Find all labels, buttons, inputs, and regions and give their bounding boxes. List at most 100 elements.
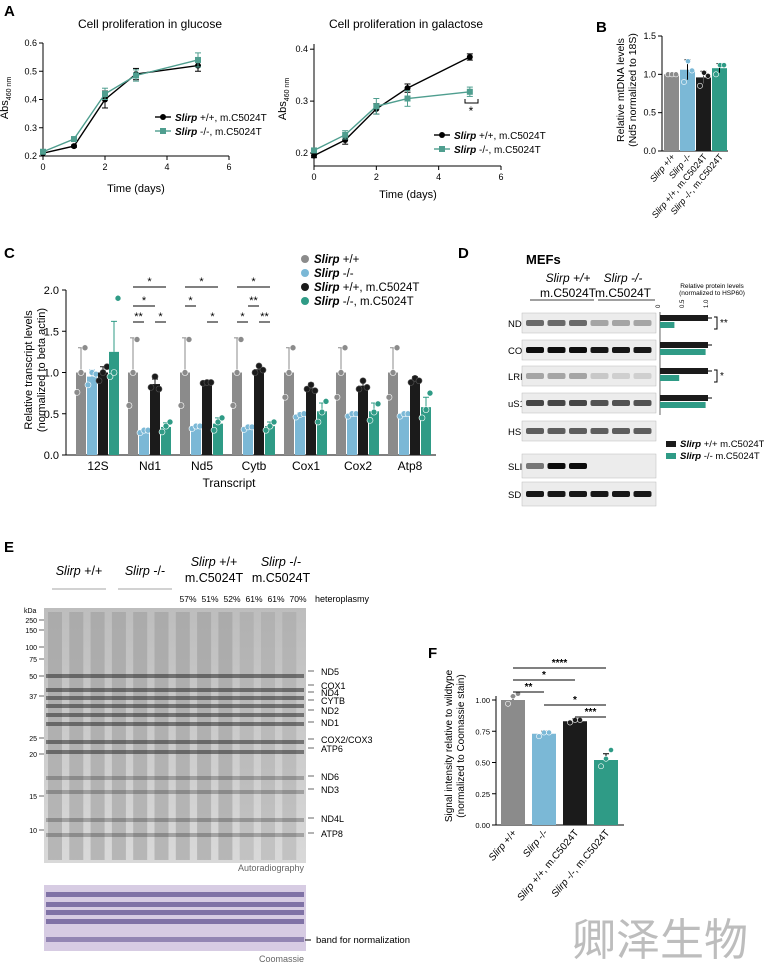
data-point (466, 53, 473, 60)
y-tick-label: 0.2 (24, 151, 37, 161)
band-LRPPRC-1 (547, 373, 566, 379)
bar-Atp8-3 (421, 407, 431, 455)
y-tick-label: 0.0 (643, 146, 656, 156)
bar-COX2-1 (660, 349, 706, 355)
data-point (266, 422, 274, 430)
band-label-ND5: ND5 (321, 667, 339, 677)
legend-label: Slirp -/-, m.C5024T (314, 296, 414, 308)
group2-mut: m.C5024T (595, 286, 652, 300)
band-SLIRP-0 (526, 463, 544, 469)
y-tick-label: 0.3 (24, 123, 37, 133)
legend-marker (666, 441, 676, 447)
data-point (133, 72, 139, 79)
group2-label: Slirp -/- (604, 271, 643, 285)
data-point (311, 387, 319, 394)
band-label-CYTB: CYTB (321, 696, 345, 706)
x-tick-label: 0 (40, 162, 45, 172)
bar-Cox1-2 (306, 388, 316, 455)
y-tick-label: 1.5 (44, 326, 59, 338)
legend-label: Slirp -/-, m.C5024T (175, 127, 262, 138)
glucose-ylabel: Abs460 nm (0, 77, 13, 119)
data-point (133, 336, 141, 343)
sig-label: * (251, 276, 256, 288)
series-1 (311, 86, 473, 154)
band-SDHA-5 (633, 491, 652, 497)
series-line (313, 56, 471, 157)
y-tick-label: 0.6 (24, 38, 37, 48)
bar-Nd5-1 (191, 426, 201, 455)
data-point (270, 418, 278, 426)
band-SDHA-1 (547, 491, 566, 497)
sig-label: ** (720, 318, 728, 329)
y-tick-label: 1.5 (643, 31, 656, 41)
data-point (210, 426, 218, 434)
data-point (307, 381, 315, 389)
x-tick-label: 2 (374, 172, 379, 182)
bar-Cox1-0 (284, 372, 294, 455)
data-point (370, 408, 378, 416)
heteroplasmy-3: 61% (245, 594, 262, 604)
gel-group-mut-2: m.C5024T (185, 571, 244, 585)
data-point (106, 373, 114, 380)
bar-1 (680, 69, 695, 151)
x-tick-label: Cox2 (344, 459, 372, 473)
bar-3 (594, 760, 618, 825)
data-point (251, 369, 259, 376)
x-tick-label: 0 (656, 304, 662, 308)
legend-label: Slirp +/+, m.C5024T (314, 282, 419, 294)
bar-NDUFA9-1 (660, 322, 675, 328)
ladder-label-15: 15 (29, 794, 37, 801)
coomassie-gel (44, 885, 306, 951)
band-NDUFA9-1 (547, 320, 566, 326)
galactose-legend: Slirp +/+, m.C5024T Slirp -/-, m.C5024T (434, 131, 546, 156)
data-point (237, 336, 245, 343)
gel-band-row-8 (46, 776, 304, 780)
sig-label: ** (134, 311, 143, 323)
galactose-axes: 0 2 4 6 0.2 0.3 0.4 (295, 44, 504, 182)
transcript-legend: Slirp +/+ Slirp -/- Slirp +/+, m.C5024T Sli… (301, 254, 419, 308)
data-point (363, 384, 371, 391)
gel-lane-3 (111, 612, 126, 860)
blot-NDUFA9 (521, 312, 657, 334)
group1-mut: m.C5024T (540, 286, 597, 300)
legend-label: Slirp -/-, m.C5024T (454, 145, 541, 156)
gel-lane-7 (197, 612, 212, 860)
bar-Nd1-1 (139, 431, 149, 455)
gel-group-mut-3: m.C5024T (252, 571, 311, 585)
bar-0 (501, 700, 525, 825)
data-point (255, 362, 263, 370)
y-tick-label: 0.4 (24, 95, 37, 105)
x-tick-label: 4 (164, 162, 169, 172)
autoradiography-gel: kDa 250 150 100 75 50 37 25 20 15 10 ND5 COX1ND4CYTB… (24, 608, 373, 863)
data-point (415, 377, 423, 385)
galactose-ylabel: Abs460 nm (277, 78, 291, 120)
data-point (374, 400, 382, 408)
blot-COX2 (521, 339, 657, 361)
legend-label: Slirp +/+, m.C5024T (454, 131, 546, 142)
data-point (84, 381, 92, 389)
data-point (598, 763, 604, 770)
y-tick-label: 0.5 (24, 66, 37, 76)
bar-Cytb-1 (243, 427, 253, 455)
band-COX2-5 (633, 347, 652, 353)
legend-marker (439, 146, 445, 152)
x-tick-label: 0.5 (680, 299, 686, 308)
data-point (71, 143, 77, 150)
bar-12S-0 (76, 372, 86, 455)
gel-band-row-5 (46, 722, 304, 726)
normalization-label: band for normalization (316, 935, 410, 946)
band-SDHA-0 (526, 491, 544, 497)
y-tick-label: 0.5 (643, 108, 656, 118)
band-SLIRP-1 (547, 463, 566, 469)
bar-COX2-0 (660, 342, 708, 348)
data-point (705, 72, 711, 79)
y-tick-label: 0.50 (475, 759, 490, 768)
gel-lane-0 (48, 612, 62, 860)
bar-2 (696, 77, 711, 151)
panel-label-a: A (4, 3, 15, 20)
bar-Nd1-3 (161, 426, 171, 455)
data-point (177, 402, 185, 409)
data-point (102, 90, 108, 97)
bar-Cox1-3 (317, 411, 327, 455)
